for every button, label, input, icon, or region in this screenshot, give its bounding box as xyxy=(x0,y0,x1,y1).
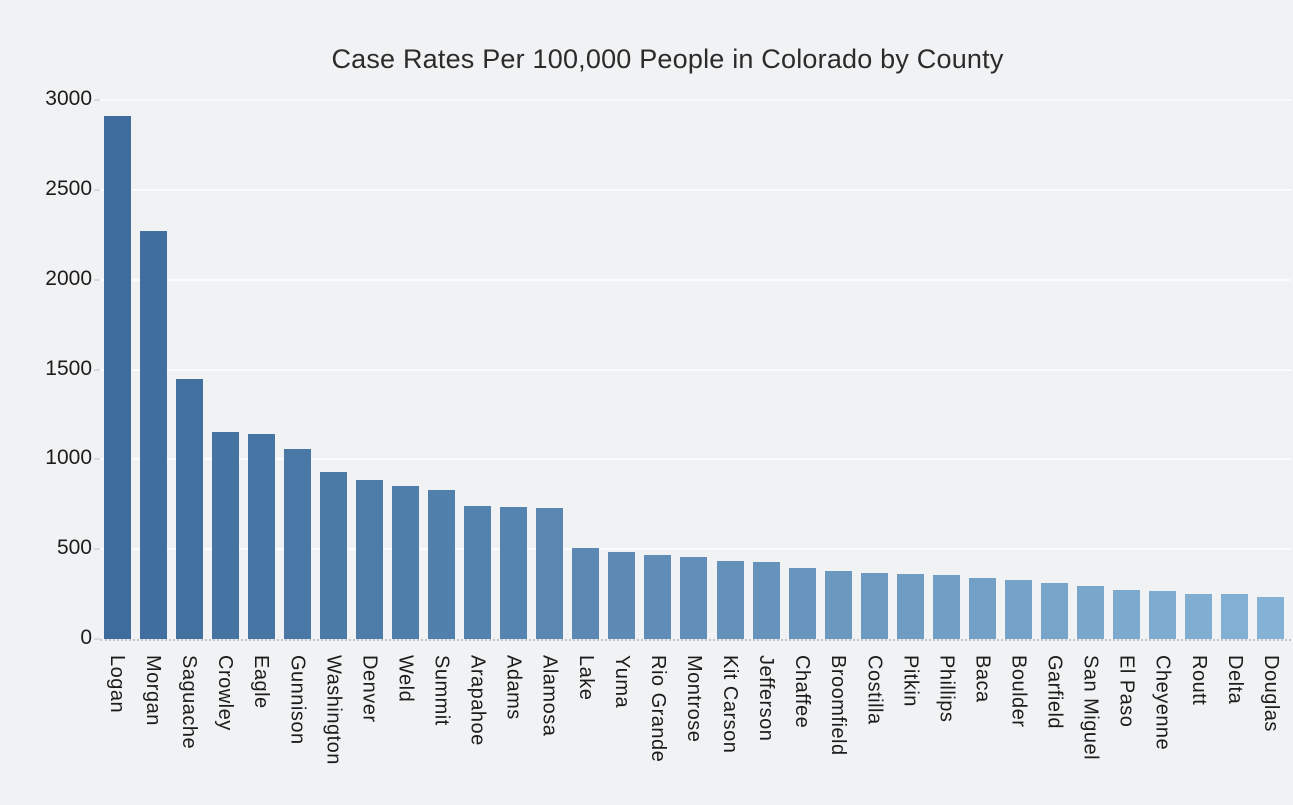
y-axis-tick-1000 xyxy=(94,458,100,461)
x-tick-label-boulder: Boulder xyxy=(1007,655,1030,728)
x-tick-label-cheyenne: Cheyenne xyxy=(1151,655,1174,751)
bar-crowley xyxy=(211,431,239,639)
y-axis-tick-500 xyxy=(94,548,100,551)
x-tick-label-saguache: Saguache xyxy=(178,655,201,750)
y-tick-label-1500: 1500 xyxy=(45,356,92,380)
bar-routt xyxy=(1185,593,1213,639)
x-tick-label-gunnison: Gunnison xyxy=(286,655,309,745)
y-tick-label-500: 500 xyxy=(56,536,92,560)
x-tick-label-broomfield: Broomfield xyxy=(827,655,850,756)
x-tick-label-baca: Baca xyxy=(971,655,994,703)
x-tick-label-chaffee: Chaffee xyxy=(791,655,814,729)
x-tick-label-montrose: Montrose xyxy=(682,655,705,743)
bar-costilla xyxy=(860,572,888,639)
bar-montrose xyxy=(680,556,708,639)
x-tick-label-yuma: Yuma xyxy=(610,655,633,709)
x-tick-label-arapahoe: Arapahoe xyxy=(466,655,489,746)
bar-denver xyxy=(355,480,383,639)
x-tick-label-weld: Weld xyxy=(394,655,417,703)
bar-douglas xyxy=(1257,597,1285,639)
x-tick-label-washington: Washington xyxy=(322,655,345,765)
y-tick-label-0: 0 xyxy=(80,626,92,649)
x-tick-label-lake: Lake xyxy=(574,655,597,701)
bar-lake xyxy=(572,548,600,639)
x-tick-label-pitkin: Pitkin xyxy=(899,655,922,707)
y-axis-tick-3000 xyxy=(94,99,100,101)
x-tick-label-alamosa: Alamosa xyxy=(538,655,561,737)
bar-chaffee xyxy=(788,568,816,639)
gridline-1500 xyxy=(100,368,1291,371)
bar-rio-grande xyxy=(644,554,672,639)
x-tick-label-denver: Denver xyxy=(358,655,381,723)
bar-garfield xyxy=(1041,582,1069,639)
x-tick-label-phillips: Phillips xyxy=(935,655,958,723)
gridline-2500 xyxy=(100,188,1291,191)
bar-kit-carson xyxy=(716,560,744,639)
bar-saguache xyxy=(175,379,203,639)
bar-washington xyxy=(319,471,347,639)
gridline-500 xyxy=(100,548,1291,551)
bar-adams xyxy=(500,507,528,639)
bar-baca xyxy=(968,577,996,639)
bar-san-miguel xyxy=(1077,586,1105,639)
y-axis-tick-1500 xyxy=(94,368,100,371)
gridline-3000 xyxy=(100,99,1291,101)
x-tick-label-el-paso: El Paso xyxy=(1115,655,1138,728)
x-tick-label-morgan: Morgan xyxy=(142,655,165,726)
x-tick-label-costilla: Costilla xyxy=(863,655,886,725)
x-tick-label-eagle: Eagle xyxy=(250,655,273,709)
y-tick-label-2000: 2000 xyxy=(45,266,92,290)
gridline-1000 xyxy=(100,458,1291,461)
y-axis-tick-2500 xyxy=(94,188,100,191)
x-axis-baseline xyxy=(100,639,1291,641)
y-tick-label-2500: 2500 xyxy=(45,176,92,200)
x-tick-label-routt: Routt xyxy=(1187,655,1210,706)
bar-el-paso xyxy=(1113,590,1141,639)
bar-gunnison xyxy=(283,448,311,639)
bar-jefferson xyxy=(752,561,780,639)
x-tick-label-douglas: Douglas xyxy=(1259,655,1282,732)
x-tick-label-adams: Adams xyxy=(502,655,525,720)
x-tick-label-rio-grande: Rio Grande xyxy=(646,655,669,763)
bar-boulder xyxy=(1005,579,1032,639)
bar-cheyenne xyxy=(1149,590,1177,639)
x-tick-label-san-miguel: San Miguel xyxy=(1079,655,1102,761)
x-tick-label-jefferson: Jefferson xyxy=(755,655,778,742)
bar-morgan xyxy=(139,231,167,639)
bar-arapahoe xyxy=(464,506,492,639)
x-tick-label-kit-carson: Kit Carson xyxy=(719,655,742,754)
chart-title: Case Rates Per 100,000 People in Colorad… xyxy=(331,44,1004,74)
bar-phillips xyxy=(932,575,960,639)
x-tick-label-crowley: Crowley xyxy=(214,655,237,731)
y-axis-tick-0 xyxy=(94,638,100,640)
bar-delta xyxy=(1221,593,1249,639)
gridline-2000 xyxy=(100,278,1291,281)
y-tick-label-1000: 1000 xyxy=(45,446,92,470)
bar-yuma xyxy=(608,552,636,639)
bar-pitkin xyxy=(896,573,924,639)
bar-weld xyxy=(391,486,419,639)
bar-broomfield xyxy=(824,571,852,639)
x-tick-label-summit: Summit xyxy=(430,655,453,726)
plot-area xyxy=(100,99,1291,641)
x-tick-label-logan: Logan xyxy=(106,655,128,714)
bar-alamosa xyxy=(536,507,564,639)
bar-logan xyxy=(103,116,131,639)
x-tick-label-delta: Delta xyxy=(1223,655,1246,705)
bar-summit xyxy=(428,489,456,639)
bar-eagle xyxy=(247,433,275,639)
x-tick-label-garfield: Garfield xyxy=(1043,655,1066,730)
y-tick-label-3000: 3000 xyxy=(45,87,92,110)
y-axis-tick-2000 xyxy=(94,278,100,281)
